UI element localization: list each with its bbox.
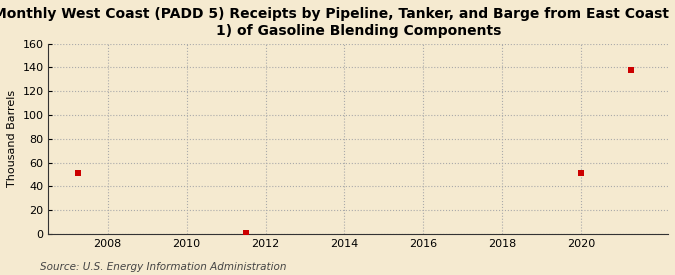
Point [576, 171, 587, 175]
Point [625, 68, 636, 72]
Point [73, 171, 84, 175]
Text: Source: U.S. Energy Information Administration: Source: U.S. Energy Information Administ… [40, 262, 287, 272]
Title: Monthly West Coast (PADD 5) Receipts by Pipeline, Tanker, and Barge from East Co: Monthly West Coast (PADD 5) Receipts by … [0, 7, 675, 38]
Y-axis label: Thousand Barrels: Thousand Barrels [7, 90, 17, 187]
Point [240, 230, 251, 235]
